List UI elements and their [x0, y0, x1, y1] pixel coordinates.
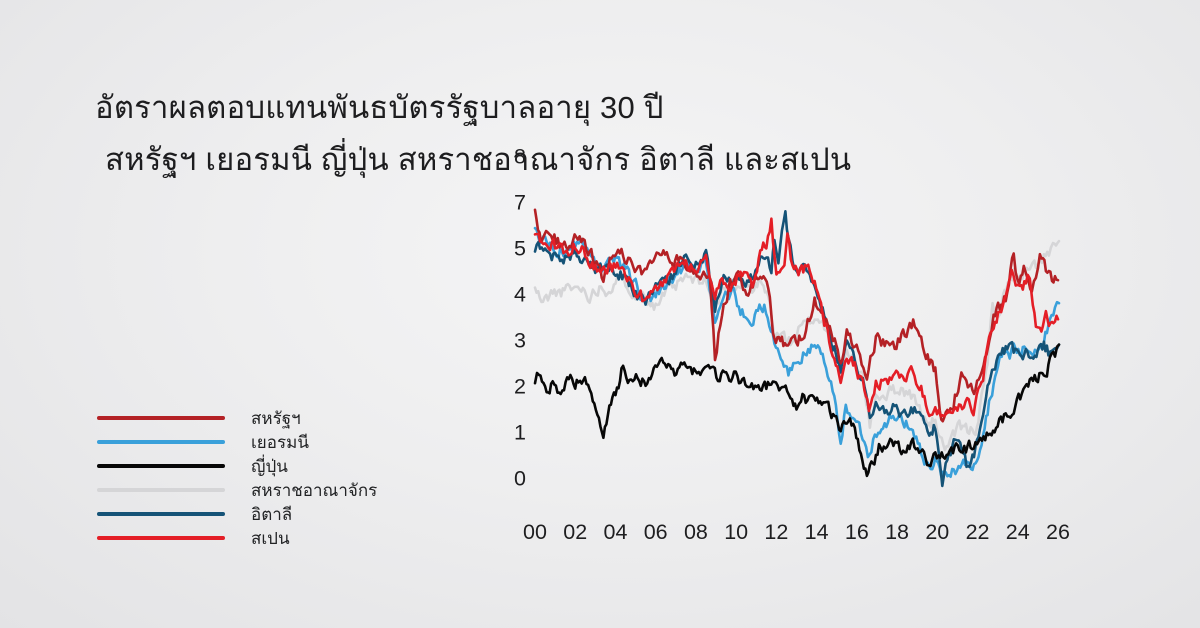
legend-item-jp: ญี่ปุ่น: [97, 454, 377, 478]
series-line-us: [533, 208, 1060, 423]
legend-label-us: สหรัฐฯ: [251, 408, 301, 428]
y-axis-tick-label: 1: [514, 421, 526, 445]
y-axis-tick-label: 5: [514, 237, 526, 261]
chart-title-line1: อัตราผลตอบแทนพันธบัตรรัฐบาลอายุ 30 ปี: [95, 90, 664, 125]
legend-item-es: สเปน: [97, 526, 377, 550]
legend-swatch-it: [97, 512, 225, 516]
x-axis-tick-label: 04: [603, 520, 627, 544]
y-axis-tick-label: 0: [514, 467, 526, 491]
y-axis-tick-label: 3: [514, 329, 526, 353]
x-axis-tick-label: 00: [523, 520, 547, 544]
legend-swatch-uk: [97, 488, 225, 492]
x-axis-tick-label: 10: [724, 520, 748, 544]
legend-swatch-es: [97, 536, 225, 540]
x-axis-tick-label: 12: [764, 520, 788, 544]
legend-label-es: สเปน: [251, 528, 290, 548]
x-axis-tick-label: 26: [1046, 520, 1070, 544]
x-axis-tick-label: 20: [925, 520, 949, 544]
legend-swatch-jp: [97, 464, 225, 468]
y-axis-tick-label: 4: [514, 283, 526, 307]
legend-item-it: อิตาลี: [97, 502, 377, 526]
legend-label-jp: ญี่ปุ่น: [251, 456, 288, 476]
y-axis-tick-label: 2: [514, 375, 526, 399]
x-axis-tick-label: 16: [845, 520, 869, 544]
legend-label-it: อิตาลี: [251, 504, 293, 524]
x-axis-tick-label: 18: [885, 520, 909, 544]
legend-item-us: สหรัฐฯ: [97, 406, 377, 430]
legend-label-uk: สหราชอาณาจักร: [251, 480, 378, 500]
legend-item-uk: สหราชอาณาจักร: [97, 478, 377, 502]
x-axis-tick-label: 06: [644, 520, 668, 544]
series-line-es: [533, 217, 1060, 418]
legend-swatch-de: [97, 440, 225, 444]
x-axis-tick-label: 14: [805, 520, 829, 544]
x-axis-tick-label: 22: [966, 520, 990, 544]
legend-label-de: เยอรมนี: [251, 432, 309, 452]
x-axis-tick-label: 24: [1006, 520, 1030, 544]
chart-title-line2: สหรัฐฯ เยอรมนี ญี่ปุ่น สหราชอาณาจักร อิต…: [105, 142, 852, 177]
series-line-jp: [533, 343, 1061, 478]
legend-swatch-us: [97, 416, 225, 420]
chart-title: อัตราผลตอบแทนพันธบัตรรัฐบาลอายุ 30 ปี สห…: [95, 82, 851, 186]
y-axis-tick-label: 7: [514, 191, 526, 215]
x-axis-tick-label: 02: [563, 520, 587, 544]
x-axis-tick-label: 08: [684, 520, 708, 544]
y-axis-tick-label: 8: [514, 145, 526, 169]
series-line-de: [533, 226, 1061, 479]
legend-item-de: เยอรมนี: [97, 430, 377, 454]
legend: สหรัฐฯเยอรมนีญี่ปุ่นสหราชอาณาจักรอิตาลีส…: [97, 406, 377, 550]
